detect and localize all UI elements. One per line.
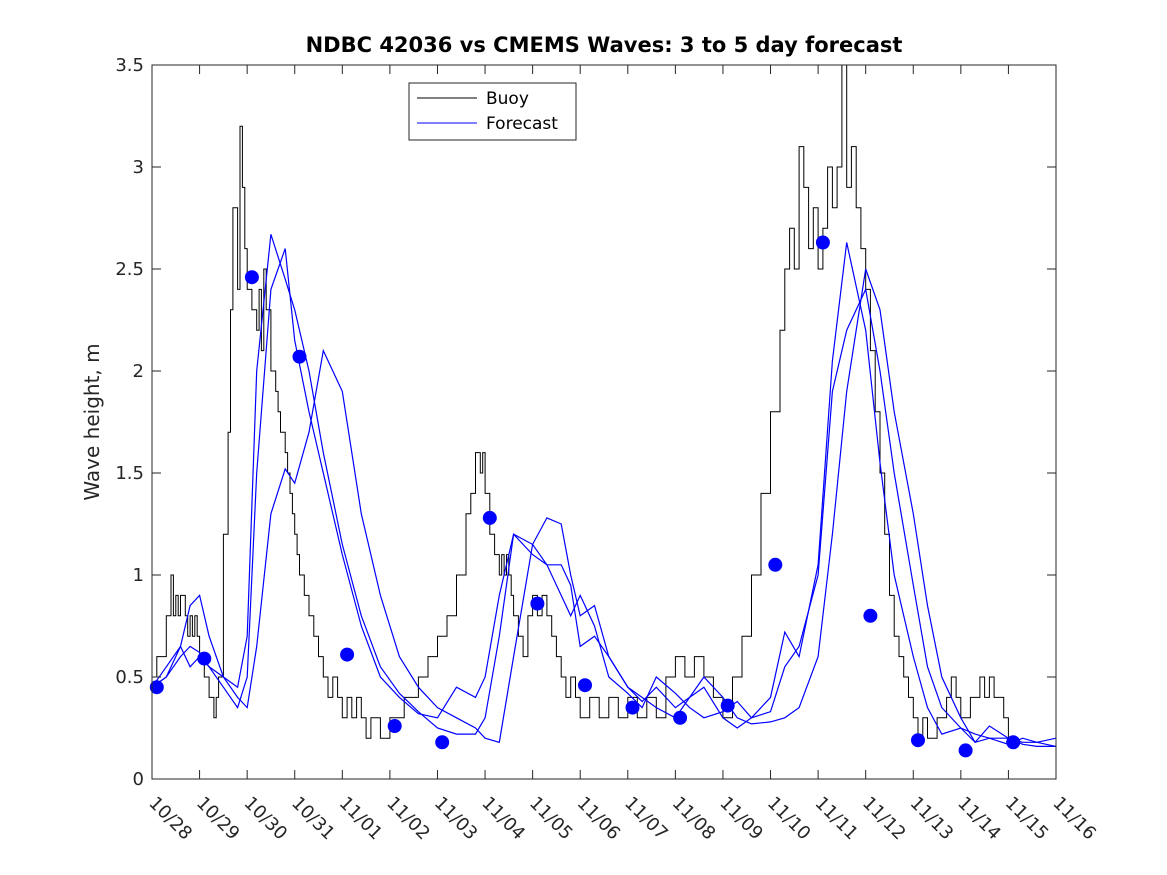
axes-box bbox=[151, 64, 1057, 780]
chart-title: NDBC 42036 vs CMEMS Waves: 3 to 5 day fo… bbox=[306, 33, 903, 57]
y-tick-label: 1.5 bbox=[115, 463, 144, 484]
forecast-point bbox=[911, 733, 925, 748]
forecast-point bbox=[530, 596, 545, 611]
series-forecast-line-3 bbox=[151, 234, 1056, 748]
legend-box bbox=[408, 82, 577, 141]
forecast-point bbox=[815, 235, 830, 250]
legend-forecast-label: Forecast bbox=[486, 114, 558, 134]
y-tick-label: 3.5 bbox=[115, 55, 144, 76]
legend: Buoy Forecast bbox=[408, 82, 577, 141]
y-axis: 0 0.5 1 1.5 2 2.5 3 3.5 bbox=[115, 55, 1056, 790]
forecast-point bbox=[720, 698, 735, 713]
forecast-point bbox=[435, 735, 450, 750]
forecast-point bbox=[482, 510, 497, 525]
legend-buoy-label: Buoy bbox=[486, 89, 529, 109]
series-forecast-line-2 bbox=[151, 248, 1057, 747]
series-forecast-line-1 bbox=[151, 268, 1057, 745]
forecast-point bbox=[673, 710, 688, 725]
y-tick-label: 3 bbox=[133, 157, 144, 178]
y-axis-label: Wave height, m bbox=[80, 343, 104, 500]
forecast-point bbox=[863, 608, 878, 623]
plot-area bbox=[152, 65, 1056, 779]
forecast-point bbox=[149, 680, 164, 695]
y-tick-label: 2.5 bbox=[115, 259, 144, 280]
forecast-point bbox=[1006, 735, 1021, 750]
data-layer bbox=[149, 64, 1057, 758]
forecast-point bbox=[340, 647, 355, 662]
y-tick-label: 0.5 bbox=[115, 667, 144, 688]
forecast-point bbox=[768, 557, 783, 572]
forecast-point bbox=[625, 700, 640, 715]
y-tick-label: 2 bbox=[133, 361, 144, 382]
forecast-point bbox=[578, 678, 592, 693]
y-tick-label: 1 bbox=[133, 565, 144, 586]
forecast-point bbox=[958, 743, 973, 758]
forecast-point bbox=[197, 651, 212, 666]
y-tick-label: 0 bbox=[133, 769, 144, 790]
forecast-point bbox=[292, 349, 307, 364]
forecast-point bbox=[387, 719, 402, 733]
forecast-point bbox=[244, 270, 259, 285]
